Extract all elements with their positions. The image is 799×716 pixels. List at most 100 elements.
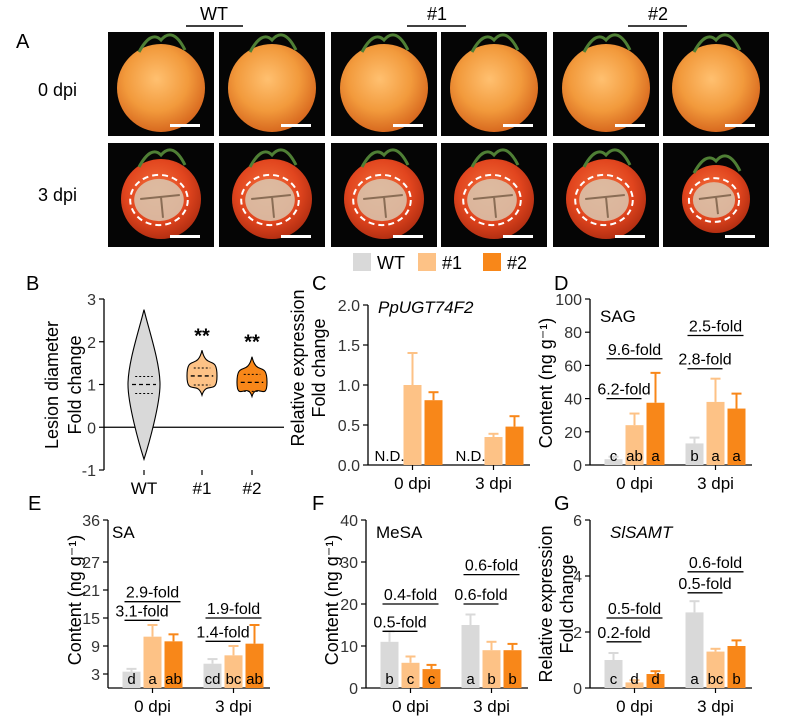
panel-letter: B	[26, 273, 39, 295]
fruit-photo-r0-c5	[663, 32, 769, 136]
x-tick-label: #1	[193, 479, 212, 498]
fold-label: 3.1-fold	[115, 603, 168, 620]
significance-letter: a	[651, 448, 660, 465]
y-tick-label: 3	[87, 292, 96, 309]
lesion-area	[245, 178, 295, 222]
legend-label-2: #2	[507, 253, 527, 273]
significance-letter: a	[711, 448, 720, 465]
y-tick-label: 1.5	[338, 338, 360, 355]
calyx-icon	[360, 33, 410, 53]
y-tick-label: 3	[91, 667, 100, 684]
panel-g-bar: G Relative expression Fold change SlSAMT 0 2 4…	[536, 493, 752, 716]
y-tick-label: 10	[340, 639, 358, 656]
bar-line2-1	[245, 643, 264, 688]
bar-line1-1	[706, 651, 725, 688]
wound-mark	[473, 194, 513, 218]
y-tick-label: 4	[573, 569, 582, 586]
chart-title: SlSAMT	[610, 523, 674, 542]
tomato-fruit	[340, 44, 428, 132]
significance-letter: a	[690, 671, 699, 688]
y-axis-label: Relative expression	[288, 289, 308, 446]
y-axis-label: Fold change	[309, 318, 329, 417]
fold-label: 0.4-fold	[384, 587, 437, 604]
y-tick-label: 1.0	[338, 378, 360, 395]
y-tick-label: 80	[564, 325, 582, 342]
bar-line2-0	[646, 402, 665, 465]
bar-line2-0	[422, 669, 441, 688]
bar-WT-1	[203, 663, 222, 688]
significance-letter: b	[508, 671, 516, 688]
wound-mark	[140, 194, 180, 218]
y-tick-label: 15	[82, 611, 100, 628]
bar-line2-0	[164, 641, 183, 688]
lesion-outline	[129, 173, 189, 227]
panel-f-bar: F Content (ng g⁻¹) MeSA 0 10 20 30 40 0 dpi 3 dpi…	[312, 493, 528, 716]
y-tick-label: 2.0	[338, 298, 360, 315]
bar-WT-1	[685, 443, 704, 465]
y-tick-label: 0.5	[338, 418, 360, 435]
x-tick-label: 3 dpi	[697, 697, 734, 716]
scale-bar	[503, 124, 533, 127]
lesion-outline	[240, 173, 300, 227]
bar-line2-1	[503, 650, 522, 688]
fold-label: 0.6-fold	[689, 555, 742, 572]
significance-letter: d	[127, 671, 135, 688]
nd-label: N.D.	[375, 448, 405, 465]
lesion-outline	[462, 173, 522, 227]
calyx-icon	[692, 33, 742, 53]
violin-1	[186, 350, 218, 398]
scale-bar	[393, 235, 423, 238]
panel-e-bar: E Content (ng g⁻¹) SA 3 9 15 21 27 36 0 dpi 3 dpi d…	[28, 493, 270, 716]
tomato-fruit	[228, 44, 316, 132]
fruit-photo-r0-c4	[553, 32, 659, 136]
fold-label: 2.8-fold	[678, 352, 731, 369]
genotype-label-2: #2	[648, 4, 668, 24]
panel-letter: C	[312, 273, 326, 295]
significance-letter: c	[407, 671, 415, 688]
panel-d-bar: D Content (ng g⁻¹) SAG 0 20 40 60 80 100 0 dpi 3 d…	[536, 273, 752, 493]
calyx-icon	[248, 148, 298, 168]
x-tick-label: 3 dpi	[473, 697, 510, 716]
y-axis-label: Fold change	[557, 554, 577, 653]
significance-letter: d	[630, 671, 638, 688]
panel-b-violin: B Lesion diameter Fold change -1 0 1 2 3 WT #1 ** #…	[26, 273, 284, 498]
fold-label: 1.4-fold	[196, 624, 249, 641]
fold-label: 0.5-fold	[608, 601, 661, 618]
calyx-icon	[137, 33, 187, 53]
bar-line2-0	[646, 674, 665, 688]
bar-WT-1	[685, 612, 704, 688]
fruit-photo-r1-c4	[553, 143, 659, 247]
calyx-icon	[470, 33, 520, 53]
bar-line2-1	[505, 426, 524, 465]
y-tick-label: 20	[340, 597, 358, 614]
significance-letter: c	[610, 448, 618, 465]
fold-label: 0.6-fold	[454, 587, 507, 604]
scale-bar	[170, 124, 200, 127]
fruit-photo-r1-c3	[441, 143, 547, 247]
significance-stars: **	[194, 325, 210, 347]
y-axis-label: Content (ng g⁻¹)	[322, 535, 342, 666]
scale-bar	[281, 124, 311, 127]
bar-line1-1	[482, 650, 501, 688]
significance-letter: ab	[246, 671, 263, 688]
bar-WT-1	[461, 625, 480, 688]
significance-letter: ab	[165, 671, 182, 688]
y-tick-label: 1	[87, 378, 96, 395]
y-axis-label: Content (ng g⁻¹)	[536, 318, 556, 449]
significance-letter: b	[385, 671, 393, 688]
panel-letter: D	[554, 273, 568, 295]
y-tick-label: 40	[340, 513, 358, 530]
chart-title: SA	[112, 523, 135, 542]
fruit-photo-r0-c3	[441, 32, 547, 136]
legend: WT #1 #2	[353, 253, 527, 273]
calyx-icon	[137, 148, 187, 168]
x-tick-label: 3 dpi	[215, 697, 252, 716]
panel-letter: G	[554, 493, 570, 515]
genotype-label-wt: WT	[200, 4, 228, 24]
y-tick-label: 36	[82, 513, 100, 530]
fold-label: 6.2-fold	[597, 382, 650, 399]
bar-line1-0	[625, 425, 644, 465]
chart-title: MeSA	[376, 523, 423, 542]
scale-bar	[725, 235, 755, 238]
